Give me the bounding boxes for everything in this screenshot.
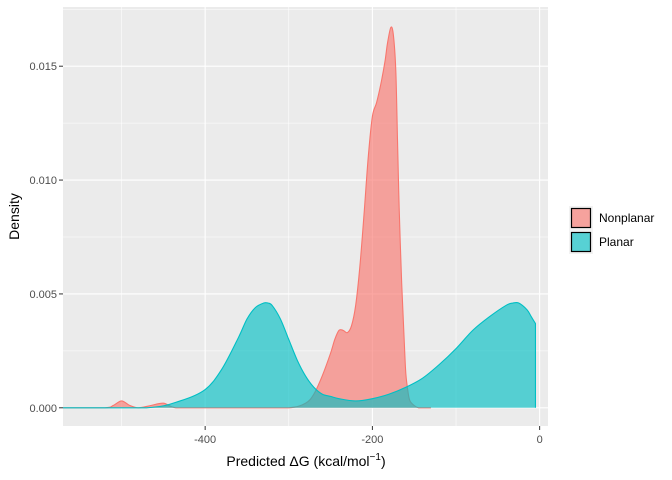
x-axis-title-suffix: ): [381, 453, 386, 469]
y-tick-label-2: 0.010: [29, 175, 57, 187]
x-tick-label-2: 0: [537, 434, 543, 446]
legend-swatch-nonplanar: [570, 207, 592, 229]
legend: Nonplanar Planar: [569, 206, 654, 254]
legend-label-nonplanar: Nonplanar: [599, 211, 654, 225]
x-axis: -400 -200 0: [194, 426, 543, 446]
y-tick-label-3: 0.015: [29, 61, 57, 73]
y-tick-label-1: 0.005: [29, 289, 57, 301]
density-outline-nonplanar: [62, 26, 431, 409]
y-axis: 0.000 0.005 0.010 0.015: [29, 61, 63, 415]
grid-minor: [63, 7, 548, 426]
series-layer: [62, 26, 537, 409]
x-axis-title-main: Predicted ΔG (kcal/mol: [226, 453, 369, 469]
x-axis-title: Predicted ΔG (kcal/mol−1): [226, 452, 385, 469]
density-outline-planar: [62, 301, 537, 409]
x-tick-label-0: -400: [194, 434, 216, 446]
x-axis-title-superscript: −1: [370, 452, 382, 463]
y-tick-label-0: 0.000: [29, 403, 57, 415]
legend-label-planar: Planar: [599, 235, 634, 249]
y-axis-title: Density: [6, 193, 22, 240]
x-tick-label-1: -200: [361, 434, 383, 446]
density-area-nonplanar: [63, 26, 431, 408]
legend-swatch-planar: [570, 231, 592, 253]
